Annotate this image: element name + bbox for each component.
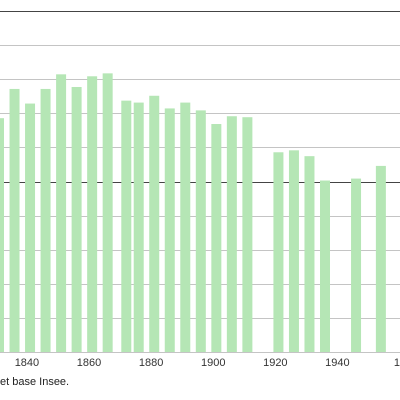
x-tick-label: 1940 — [325, 357, 349, 369]
bar — [195, 110, 206, 353]
bar — [87, 76, 98, 352]
bar — [226, 116, 237, 352]
bar — [102, 73, 113, 353]
x-tick-label: 1840 — [15, 357, 39, 369]
bar — [351, 178, 362, 352]
bar — [304, 156, 315, 352]
bar — [375, 165, 386, 352]
x-tick-label: 1920 — [263, 357, 287, 369]
bar — [40, 88, 51, 352]
x-axis-tick-labels: 1840 1860 1880 1900 1920 1940 1 — [15, 357, 400, 369]
bar — [273, 152, 284, 352]
x-tick-label: 1900 — [201, 357, 225, 369]
bar — [288, 150, 299, 352]
bar — [9, 88, 20, 352]
bar — [25, 103, 36, 352]
x-tick-label: 1860 — [77, 357, 101, 369]
bar — [71, 86, 82, 352]
source-note: et base Insee. — [0, 376, 70, 388]
bar — [319, 180, 330, 352]
x-tick-label: 1880 — [139, 357, 163, 369]
bars — [0, 73, 386, 353]
bar — [211, 124, 222, 352]
bar — [164, 108, 175, 352]
bar — [149, 95, 160, 353]
bar — [121, 100, 132, 353]
x-tick-label: 1 — [394, 357, 400, 369]
bar — [133, 102, 144, 352]
bar — [180, 102, 191, 352]
bar — [242, 117, 253, 352]
bar — [56, 74, 67, 352]
bar — [0, 118, 4, 353]
